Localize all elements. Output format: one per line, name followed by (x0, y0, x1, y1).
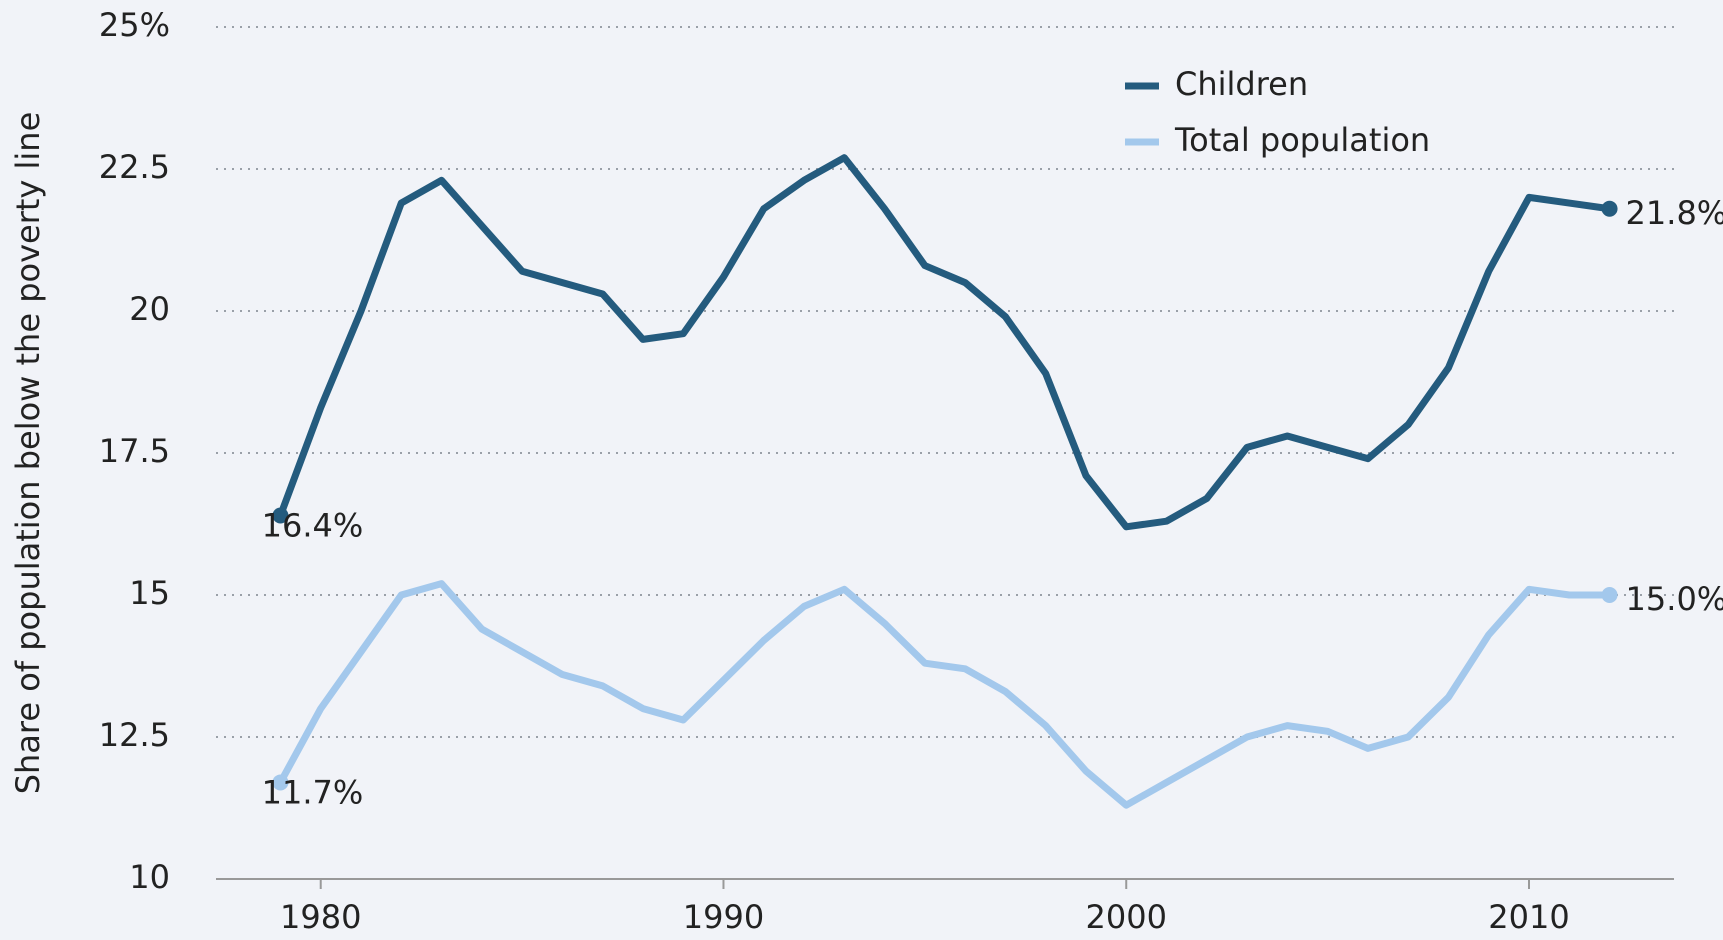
y-tick-label: 20 (129, 290, 170, 328)
end-point (272, 507, 289, 524)
x-tick-label: 1980 (280, 898, 361, 936)
end-point (1601, 587, 1618, 603)
y-axis-label: Share of population below the poverty li… (9, 112, 47, 795)
end-label: 15.0% (1626, 580, 1723, 618)
start-label: 16.4% (262, 506, 364, 544)
x-tick-label: 1990 (683, 898, 764, 936)
y-tick-label: 25% (99, 6, 170, 44)
series-line (277, 580, 1610, 809)
end-point (272, 774, 289, 791)
start-label: 11.7% (262, 773, 364, 811)
end-point (1601, 200, 1618, 217)
end-label: 21.8% (1626, 194, 1723, 232)
y-tick-label: 10 (129, 858, 170, 896)
y-tick-label: 22.5 (99, 148, 170, 186)
series-line (277, 154, 1611, 531)
x-tick-label: 2000 (1086, 898, 1167, 936)
legend-label: Children (1175, 65, 1308, 103)
y-tick-label: 15 (129, 574, 170, 612)
y-tick-label: 17.5 (99, 432, 170, 470)
legend-label: Total population (1174, 121, 1430, 159)
x-tick-label: 2010 (1488, 898, 1569, 936)
y-tick-label: 12.5 (99, 716, 170, 754)
